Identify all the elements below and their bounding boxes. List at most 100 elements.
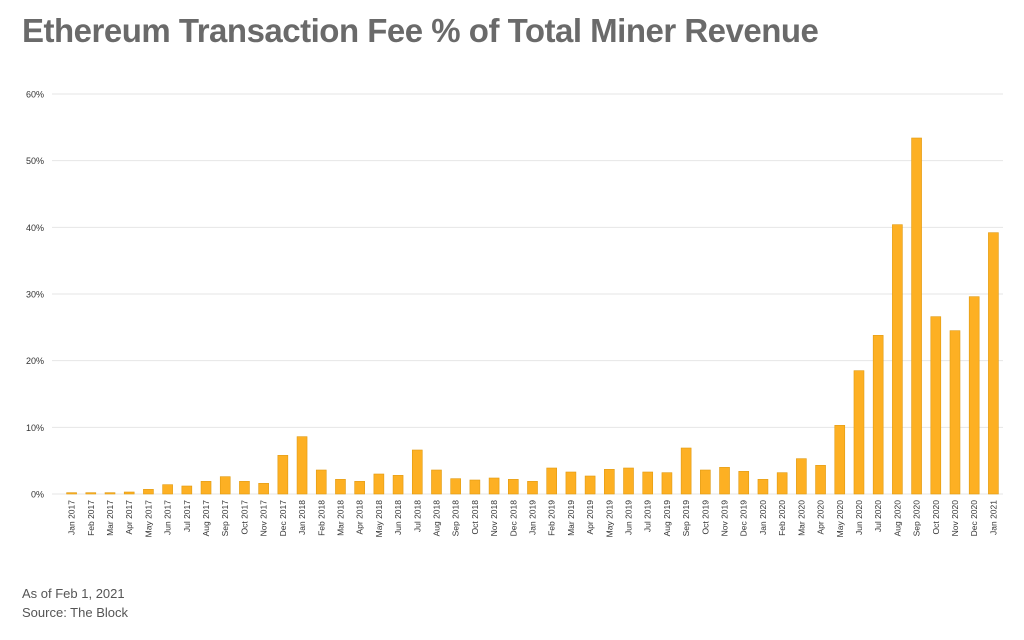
y-tick-label: 20%: [26, 356, 44, 366]
bar: [315, 469, 327, 495]
bar: [335, 479, 346, 495]
x-tick-label: Apr 2018: [355, 500, 365, 535]
x-tick-label: Mar 2017: [105, 500, 115, 536]
x-tick-label: Dec 2020: [969, 500, 979, 537]
bar: [872, 335, 884, 495]
bar: [392, 475, 404, 495]
x-tick-label: Jan 2020: [758, 500, 768, 535]
bar: [565, 471, 577, 495]
y-tick-label: 10%: [26, 423, 44, 433]
x-tick-label: May 2018: [374, 500, 384, 538]
x-tick-label: May 2017: [143, 500, 153, 538]
bar: [623, 467, 634, 495]
bar: [277, 455, 289, 495]
x-tick-label: Aug 2020: [892, 500, 902, 537]
bar: [85, 492, 97, 495]
y-tick-label: 60%: [26, 90, 44, 100]
x-tick-label: Jun 2019: [624, 500, 634, 535]
x-tick-label: Apr 2019: [585, 500, 595, 535]
bar: [143, 489, 154, 495]
x-tick-label: Apr 2017: [124, 500, 134, 535]
x-tick-label: Feb 2017: [86, 500, 96, 536]
bar: [757, 479, 769, 495]
bar: [354, 481, 365, 495]
x-tick-label: May 2020: [835, 500, 845, 538]
y-tick-label: 40%: [26, 223, 44, 233]
bar: [834, 425, 846, 495]
x-tick-label: Jul 2020: [873, 500, 883, 532]
bar: [508, 479, 519, 495]
bar: [123, 491, 135, 495]
x-tick-label: Sep 2017: [220, 500, 230, 537]
x-tick-label: Feb 2019: [547, 500, 557, 536]
x-tick-label: Jun 2017: [163, 500, 173, 535]
x-tick-label: Jul 2018: [412, 500, 422, 532]
y-tick-label: 0%: [31, 490, 44, 500]
x-tick-label: Aug 2018: [431, 500, 441, 537]
x-tick-label: Oct 2020: [931, 500, 941, 535]
bar: [469, 479, 481, 495]
x-tick-label: Feb 2020: [777, 500, 787, 536]
x-tick-label: Mar 2019: [566, 500, 576, 536]
bar: [776, 472, 788, 495]
bar: [411, 449, 423, 495]
x-tick-label: Jun 2018: [393, 500, 403, 535]
bar: [296, 436, 308, 495]
x-tick-label: Dec 2018: [508, 500, 518, 537]
chart-title: Ethereum Transaction Fee % of Total Mine…: [22, 12, 819, 49]
x-tick-label: Sep 2018: [451, 500, 461, 537]
y-tick-label: 50%: [26, 156, 44, 166]
bar-chart: 0% 10% 20% 30% 40% 50% 60% Jan 2017 Feb 2017 Mar …: [26, 90, 1003, 538]
bar: [680, 447, 692, 495]
source-note: Source: The Block: [22, 605, 128, 620]
x-tick-label: Mar 2020: [796, 500, 806, 536]
x-tick-label: May 2019: [604, 500, 614, 538]
x-tick-label: Nov 2020: [950, 500, 960, 537]
x-tick-label: Mar 2018: [335, 500, 345, 536]
bar: [892, 224, 903, 495]
bar: [219, 476, 231, 495]
x-tick-label: Jan 2019: [528, 500, 538, 535]
bar: [930, 316, 942, 495]
x-tick-label: Jan 2018: [297, 500, 307, 535]
as-of-note: As of Feb 1, 2021: [22, 586, 125, 601]
bar: [968, 296, 980, 495]
y-tick-label: 30%: [26, 290, 44, 300]
bar: [546, 467, 557, 495]
x-tick-label: Aug 2017: [201, 500, 211, 537]
x-tick-label: Apr 2020: [816, 500, 826, 535]
x-tick-label: Jan 2021: [988, 500, 998, 535]
x-tick-label: Oct 2017: [239, 500, 249, 535]
bar: [200, 481, 212, 495]
bar: [431, 469, 442, 495]
x-tick-label: Oct 2018: [470, 500, 480, 535]
x-tick-label: Dec 2019: [739, 500, 749, 537]
bar: [258, 483, 269, 495]
bar: [719, 467, 730, 495]
bar: [488, 477, 500, 495]
bar: [700, 469, 711, 495]
x-tick-label: Sep 2020: [912, 500, 922, 537]
bar: [604, 469, 615, 495]
bar: [796, 458, 807, 495]
x-tick-label: Aug 2019: [662, 500, 672, 537]
x-tick-label: Nov 2019: [720, 500, 730, 537]
x-tick-label: Nov 2017: [259, 500, 269, 537]
x-tick-label: Jul 2019: [643, 500, 653, 532]
bar: [104, 492, 116, 495]
bar: [853, 370, 865, 495]
x-tick-label: Nov 2018: [489, 500, 499, 537]
bar: [527, 481, 538, 495]
bar: [450, 478, 461, 495]
bar: [181, 485, 193, 495]
bar: [584, 475, 596, 495]
bar: [162, 484, 173, 495]
bar: [949, 330, 961, 495]
x-tick-label: Dec 2017: [278, 500, 288, 537]
x-tick-label: Jul 2017: [182, 500, 192, 532]
x-tick-label: Feb 2018: [316, 500, 326, 536]
bar: [373, 473, 385, 495]
x-tick-label: Jun 2020: [854, 500, 864, 535]
bar: [66, 492, 77, 495]
x-tick-label: Oct 2019: [700, 500, 710, 535]
